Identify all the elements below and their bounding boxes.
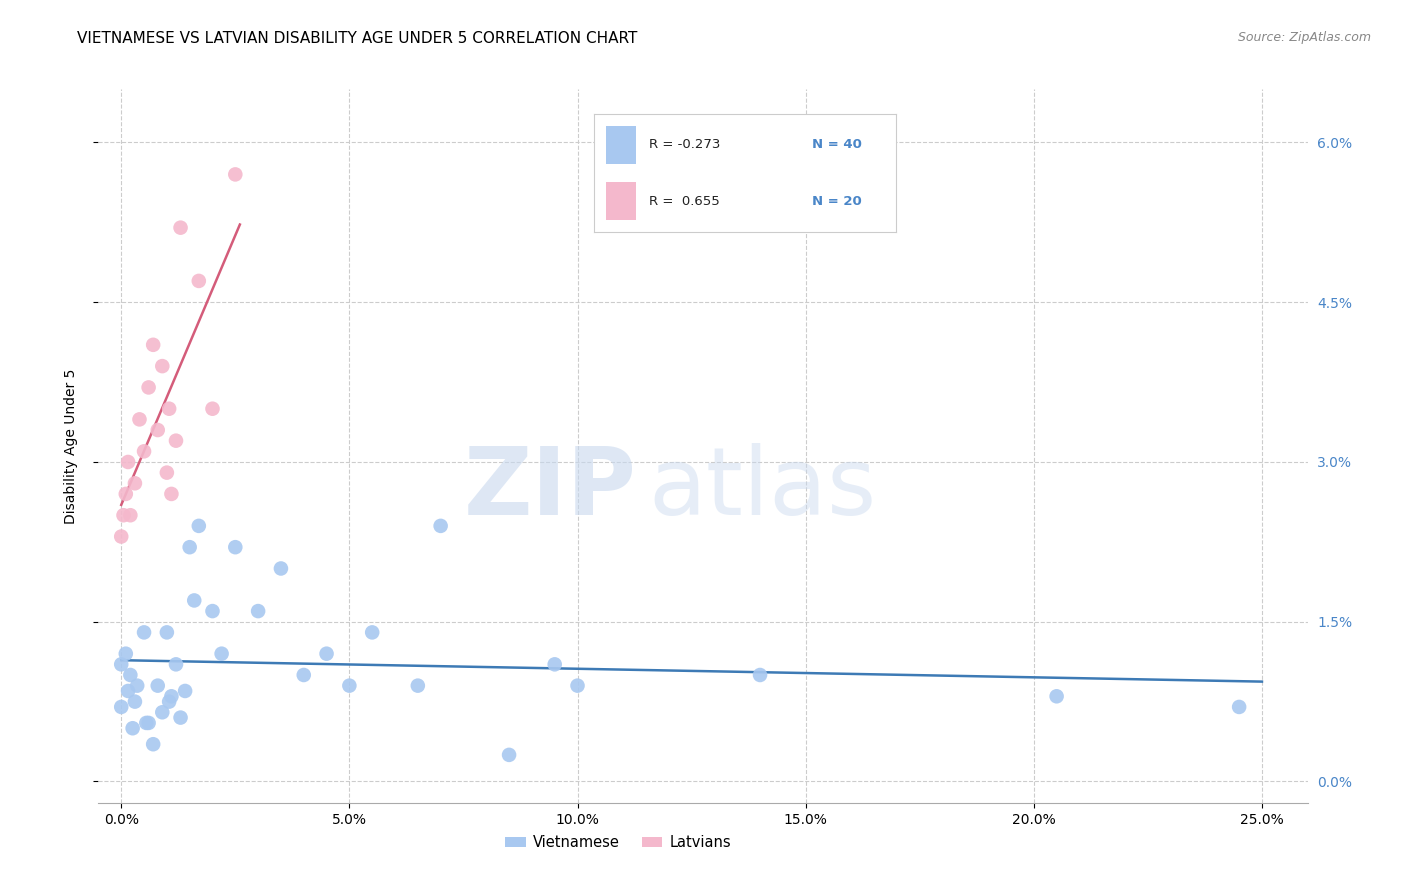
- Point: [160, 487, 183, 501]
- Point: [406, 679, 429, 693]
- Point: [224, 540, 246, 554]
- Point: [124, 476, 146, 491]
- Text: ZIP: ZIP: [464, 442, 637, 535]
- Point: [211, 647, 233, 661]
- Point: [120, 508, 142, 523]
- Point: [1227, 700, 1250, 714]
- Text: atlas: atlas: [648, 442, 877, 535]
- Point: [142, 338, 165, 352]
- Point: [429, 519, 451, 533]
- Point: [174, 684, 197, 698]
- Point: [112, 508, 135, 523]
- Point: [132, 444, 155, 458]
- Point: [247, 604, 270, 618]
- Point: [132, 625, 155, 640]
- Point: [165, 657, 187, 672]
- Point: [110, 529, 132, 543]
- Point: [361, 625, 384, 640]
- Y-axis label: Disability Age Under 5: Disability Age Under 5: [63, 368, 77, 524]
- Point: [187, 274, 209, 288]
- Point: [121, 721, 143, 735]
- Point: [179, 540, 201, 554]
- Point: [135, 715, 157, 730]
- Point: [160, 690, 183, 704]
- Point: [138, 715, 160, 730]
- Point: [567, 679, 589, 693]
- Point: [498, 747, 520, 762]
- Point: [150, 706, 173, 720]
- Point: [110, 700, 132, 714]
- Point: [169, 710, 191, 724]
- Point: [544, 657, 567, 672]
- Point: [110, 657, 132, 672]
- Point: [142, 737, 165, 751]
- Point: [138, 380, 160, 394]
- Point: [124, 695, 146, 709]
- Point: [224, 168, 246, 182]
- Point: [749, 668, 772, 682]
- Point: [127, 679, 149, 693]
- Text: VIETNAMESE VS LATVIAN DISABILITY AGE UNDER 5 CORRELATION CHART: VIETNAMESE VS LATVIAN DISABILITY AGE UND…: [77, 31, 638, 46]
- Point: [146, 679, 169, 693]
- Point: [117, 455, 139, 469]
- Legend: Vietnamese, Latvians: Vietnamese, Latvians: [499, 830, 737, 856]
- Point: [337, 679, 360, 693]
- Point: [150, 359, 173, 373]
- Text: Source: ZipAtlas.com: Source: ZipAtlas.com: [1237, 31, 1371, 45]
- Point: [1046, 690, 1069, 704]
- Point: [157, 401, 180, 416]
- Point: [315, 647, 337, 661]
- Point: [156, 466, 179, 480]
- Point: [201, 401, 224, 416]
- Point: [292, 668, 315, 682]
- Point: [146, 423, 169, 437]
- Point: [157, 695, 180, 709]
- Point: [187, 519, 209, 533]
- Point: [156, 625, 179, 640]
- Point: [114, 647, 136, 661]
- Point: [128, 412, 150, 426]
- Point: [270, 561, 292, 575]
- Point: [165, 434, 187, 448]
- Point: [201, 604, 224, 618]
- Point: [183, 593, 205, 607]
- Point: [114, 487, 136, 501]
- Point: [120, 668, 142, 682]
- Point: [117, 684, 139, 698]
- Point: [169, 220, 191, 235]
